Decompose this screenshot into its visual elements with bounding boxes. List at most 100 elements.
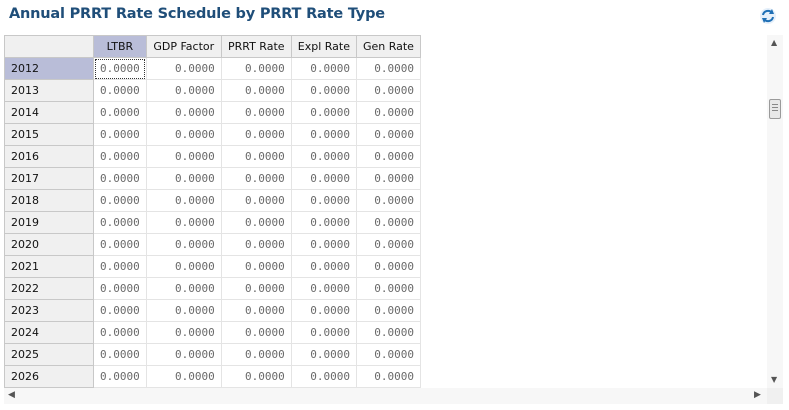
rate-cell[interactable]: 0.0000 bbox=[146, 299, 222, 322]
rate-cell[interactable]: 0.0000 bbox=[221, 277, 292, 300]
row-header-year[interactable]: 2015 bbox=[4, 123, 94, 146]
rate-cell[interactable]: 0.0000 bbox=[93, 277, 147, 300]
horizontal-scrollbar[interactable]: ◀ ▶ bbox=[4, 388, 767, 404]
rate-cell[interactable]: 0.0000 bbox=[356, 233, 421, 256]
rate-cell[interactable]: 0.0000 bbox=[221, 299, 292, 322]
rate-cell[interactable]: 0.0000 bbox=[146, 145, 222, 168]
rate-cell[interactable]: 0.0000 bbox=[93, 79, 147, 102]
rate-cell[interactable]: 0.0000 bbox=[146, 189, 222, 212]
rate-cell[interactable]: 0.0000 bbox=[93, 365, 147, 388]
rate-cell[interactable]: 0.0000 bbox=[221, 167, 292, 190]
row-header-year[interactable]: 2013 bbox=[4, 79, 94, 102]
rate-cell[interactable]: 0.0000 bbox=[356, 189, 421, 212]
scroll-up-icon[interactable]: ▲ bbox=[771, 38, 778, 47]
rate-cell[interactable]: 0.0000 bbox=[93, 255, 147, 278]
rate-cell[interactable]: 0.0000 bbox=[356, 167, 421, 190]
rate-cell[interactable]: 0.0000 bbox=[93, 101, 147, 124]
row-header-year[interactable]: 2019 bbox=[4, 211, 94, 234]
rate-cell[interactable]: 0.0000 bbox=[221, 211, 292, 234]
rate-cell[interactable]: 0.0000 bbox=[93, 343, 147, 366]
rate-cell[interactable]: 0.0000 bbox=[291, 123, 357, 146]
scroll-thumb[interactable] bbox=[769, 99, 781, 119]
rate-cell[interactable]: 0.0000 bbox=[356, 365, 421, 388]
rate-cell[interactable]: 0.0000 bbox=[221, 365, 292, 388]
rate-cell[interactable]: 0.0000 bbox=[146, 57, 222, 80]
scroll-left-icon[interactable]: ◀ bbox=[8, 390, 15, 400]
rate-cell[interactable]: 0.0000 bbox=[356, 211, 421, 234]
row-header-year[interactable]: 2026 bbox=[4, 365, 94, 388]
rate-cell[interactable]: 0.0000 bbox=[93, 167, 147, 190]
rate-cell[interactable]: 0.0000 bbox=[221, 321, 292, 344]
rate-cell[interactable]: 0.0000 bbox=[356, 255, 421, 278]
row-header-year[interactable]: 2023 bbox=[4, 299, 94, 322]
rate-cell[interactable]: 0.0000 bbox=[146, 79, 222, 102]
row-header-year[interactable]: 2022 bbox=[4, 277, 94, 300]
row-header-year[interactable]: 2016 bbox=[4, 145, 94, 168]
rate-cell[interactable]: 0.0000 bbox=[146, 211, 222, 234]
rate-cell[interactable]: 0.0000 bbox=[291, 145, 357, 168]
row-header-year[interactable]: 2014 bbox=[4, 101, 94, 124]
rate-cell[interactable]: 0.0000 bbox=[146, 101, 222, 124]
rate-cell[interactable]: 0.0000 bbox=[356, 277, 421, 300]
corner-cell[interactable] bbox=[4, 35, 94, 58]
rate-cell[interactable]: 0.0000 bbox=[291, 321, 357, 344]
rate-cell[interactable]: 0.0000 bbox=[221, 123, 292, 146]
rate-cell[interactable]: 0.0000 bbox=[146, 123, 222, 146]
rate-cell[interactable]: 0.0000 bbox=[221, 189, 292, 212]
rate-cell[interactable]: 0.0000 bbox=[221, 79, 292, 102]
rate-cell[interactable]: 0.0000 bbox=[356, 101, 421, 124]
rate-cell[interactable]: 0.0000 bbox=[93, 211, 147, 234]
rate-cell[interactable]: 0.0000 bbox=[291, 211, 357, 234]
rate-cell[interactable]: 0.0000 bbox=[221, 101, 292, 124]
rate-cell[interactable]: 0.0000 bbox=[146, 233, 222, 256]
rate-cell[interactable]: 0.0000 bbox=[93, 321, 147, 344]
rate-cell[interactable]: 0.0000 bbox=[356, 321, 421, 344]
rate-cell[interactable]: 0.0000 bbox=[93, 233, 147, 256]
rate-cell[interactable]: 0.0000 bbox=[146, 277, 222, 300]
rate-cell[interactable]: 0.0000 bbox=[291, 101, 357, 124]
rate-cell[interactable]: 0.0000 bbox=[93, 299, 147, 322]
vertical-scrollbar[interactable]: ▲ ▼ bbox=[767, 35, 783, 388]
rate-cell[interactable]: 0.0000 bbox=[221, 255, 292, 278]
rate-cell[interactable]: 0.0000 bbox=[356, 123, 421, 146]
rate-cell[interactable]: 0.0000 bbox=[146, 365, 222, 388]
rate-cell[interactable]: 0.0000 bbox=[291, 233, 357, 256]
rate-cell[interactable]: 0.0000 bbox=[356, 57, 421, 80]
rate-cell[interactable]: 0.0000 bbox=[93, 123, 147, 146]
rate-cell[interactable]: 0.0000 bbox=[356, 79, 421, 102]
rate-cell[interactable]: 0.0000 bbox=[356, 343, 421, 366]
rate-cell[interactable]: 0.0000 bbox=[291, 343, 357, 366]
scroll-down-icon[interactable]: ▼ bbox=[771, 375, 778, 384]
row-header-year[interactable]: 2017 bbox=[4, 167, 94, 190]
rate-cell[interactable]: 0.0000 bbox=[221, 145, 292, 168]
row-header-year[interactable]: 2020 bbox=[4, 233, 94, 256]
column-header-gdp-factor[interactable]: GDP Factor bbox=[145, 35, 222, 58]
rate-cell[interactable]: 0.0000 bbox=[291, 277, 357, 300]
rate-cell[interactable]: 0.0000 bbox=[93, 57, 147, 80]
rate-cell[interactable]: 0.0000 bbox=[221, 343, 292, 366]
rate-cell[interactable]: 0.0000 bbox=[291, 79, 357, 102]
rate-cell[interactable]: 0.0000 bbox=[146, 255, 222, 278]
rate-cell[interactable]: 0.0000 bbox=[93, 145, 147, 168]
row-header-year[interactable]: 2012 bbox=[4, 57, 94, 80]
row-header-year[interactable]: 2018 bbox=[4, 189, 94, 212]
rate-cell[interactable]: 0.0000 bbox=[146, 321, 222, 344]
rate-cell[interactable]: 0.0000 bbox=[291, 299, 357, 322]
rate-cell[interactable]: 0.0000 bbox=[291, 57, 357, 80]
rate-cell[interactable]: 0.0000 bbox=[146, 167, 222, 190]
column-header-gen-rate[interactable]: Gen Rate bbox=[355, 35, 421, 58]
rate-cell[interactable]: 0.0000 bbox=[291, 167, 357, 190]
rate-cell[interactable]: 0.0000 bbox=[356, 299, 421, 322]
rate-cell[interactable]: 0.0000 bbox=[221, 57, 292, 80]
row-header-year[interactable]: 2021 bbox=[4, 255, 94, 278]
scroll-right-icon[interactable]: ▶ bbox=[754, 390, 761, 400]
rate-cell[interactable]: 0.0000 bbox=[291, 255, 357, 278]
column-header-expl-rate[interactable]: Expl Rate bbox=[290, 35, 357, 58]
rate-cell[interactable]: 0.0000 bbox=[356, 145, 421, 168]
column-header-prrt-rate[interactable]: PRRT Rate bbox=[220, 35, 292, 58]
row-header-year[interactable]: 2025 bbox=[4, 343, 94, 366]
column-header-ltbr[interactable]: LTBR bbox=[93, 35, 147, 58]
refresh-icon[interactable] bbox=[759, 7, 777, 25]
rate-cell[interactable]: 0.0000 bbox=[291, 189, 357, 212]
rate-cell[interactable]: 0.0000 bbox=[221, 233, 292, 256]
